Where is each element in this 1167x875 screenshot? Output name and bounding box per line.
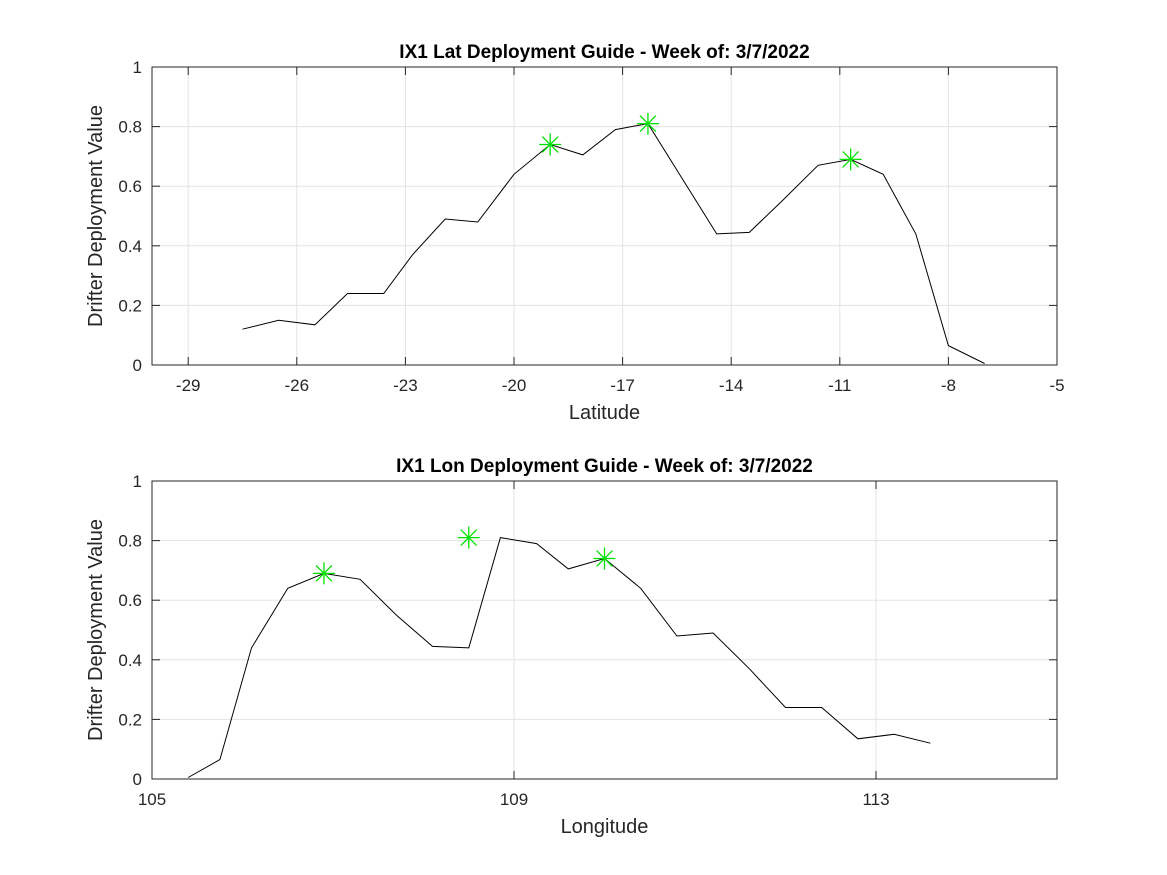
y-tick-label: 0 <box>133 770 142 789</box>
peak-marker <box>636 112 659 135</box>
x-tick-label: 109 <box>500 790 528 809</box>
chart-title: IX1 Lat Deployment Guide - Week of: 3/7/… <box>399 42 809 63</box>
axes-box <box>151 66 1058 366</box>
y-tick-label: 0.2 <box>118 710 142 729</box>
axes-box <box>151 480 1058 780</box>
y-tick-label: 0.2 <box>118 296 142 315</box>
x-axis-label: Longitude <box>561 816 649 838</box>
x-tick-label: -23 <box>393 376 418 395</box>
x-tick-label: -14 <box>719 376 744 395</box>
x-tick-label: -11 <box>828 376 851 395</box>
x-tick-label: -5 <box>1049 376 1064 395</box>
plot-area <box>152 481 1057 779</box>
y-tick-label: 0.4 <box>118 651 142 670</box>
x-tick-label: 113 <box>862 790 889 809</box>
y-tick-label: 0.4 <box>118 237 142 256</box>
peak-marker <box>539 133 562 156</box>
y-tick-label: 0.6 <box>118 591 142 610</box>
peak-marker <box>839 148 862 171</box>
x-tick-label: -17 <box>610 376 635 395</box>
y-tick-label: 1 <box>133 472 142 491</box>
x-tick-label: -20 <box>502 376 527 395</box>
x-tick-label: 105 <box>138 790 166 809</box>
peak-marker <box>593 547 616 570</box>
y-tick-label: 0.8 <box>118 118 142 137</box>
y-tick-label: 0 <box>133 356 142 375</box>
longitude-chart: 105 109 113 0 0.2 0.4 0.6 0.8 1 IX1 Lon Deploymen… <box>85 456 1058 838</box>
y-axis-label: Drifter Deployment Value <box>85 105 107 327</box>
chart-title: IX1 Lon Deployment Guide - Week of: 3/7/… <box>396 456 813 477</box>
series-line <box>187 537 931 778</box>
peak-marker <box>457 526 480 549</box>
latitude-chart: -29 -26 -23 -20 -17 -14 -11 -8 -5 0 0.2 0.4 0.6 0.8 1 I… <box>85 42 1065 424</box>
x-tick-label: -29 <box>176 376 201 395</box>
x-tick-label: -26 <box>285 376 310 395</box>
x-tick-label: -8 <box>941 376 956 395</box>
series-line <box>242 123 985 364</box>
y-tick-label: 1 <box>133 58 142 77</box>
y-axis-label: Drifter Deployment Value <box>85 519 107 741</box>
peak-marker <box>312 562 335 585</box>
y-tick-label: 0.6 <box>118 177 142 196</box>
y-tick-label: 0.8 <box>118 532 142 551</box>
x-axis-label: Latitude <box>569 402 640 424</box>
plot-area <box>152 67 1057 365</box>
